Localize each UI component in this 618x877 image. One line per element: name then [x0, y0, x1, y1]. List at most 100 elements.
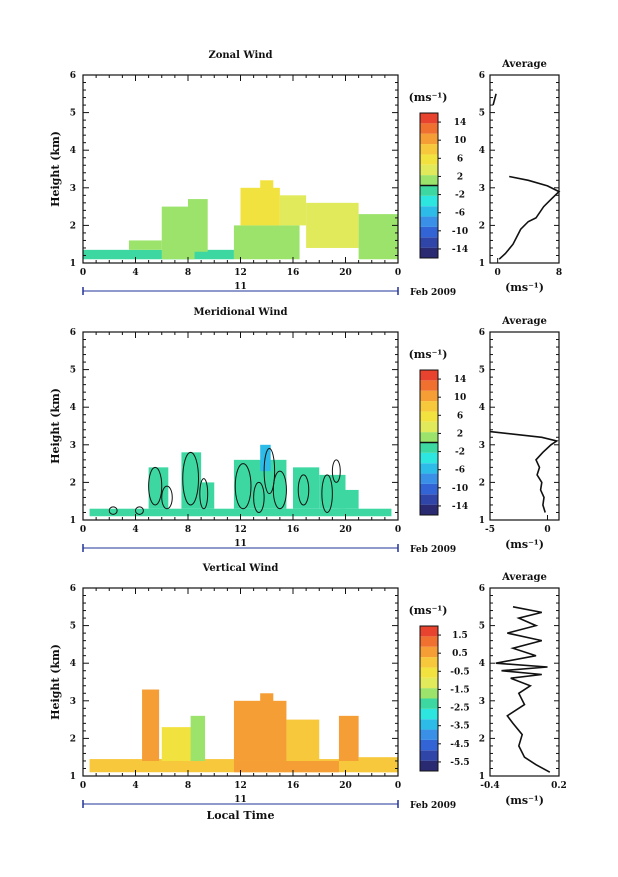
- profile-x-label: (ms⁻¹): [505, 281, 544, 294]
- panel-title: Meridional Wind: [193, 307, 287, 318]
- colorbar-swatch: [420, 421, 438, 433]
- x-tick-label: 16: [287, 781, 300, 791]
- y-tick-label: 4: [70, 146, 76, 156]
- date-month-year-label: Feb 2009: [410, 801, 456, 811]
- heatmap-cell: [190, 715, 206, 761]
- colorbar-swatch: [420, 185, 438, 196]
- colorbar-swatch: [420, 677, 438, 689]
- colorbar-swatch: [420, 760, 438, 771]
- colorbar-swatch: [420, 688, 438, 699]
- colorbar-swatch: [420, 123, 438, 134]
- colorbar-tick-label: 10: [454, 393, 467, 403]
- colorbar-swatch: [420, 401, 438, 412]
- heatmap-cell: [142, 689, 160, 761]
- profile-frame: [489, 74, 560, 264]
- heatmap-cell: [181, 452, 202, 509]
- colorbar-swatch: [420, 133, 438, 145]
- colorbar-tick-label: -4.5: [450, 740, 469, 750]
- x-axis-label: Local Time: [207, 809, 275, 822]
- colorbar-swatch: [420, 483, 438, 495]
- colorbar-swatch: [420, 729, 438, 740]
- heatmap-cell: [233, 225, 300, 260]
- average-profile: Average 1 2 3 4 5 6 -0.4 0.2 (ms⁻¹): [479, 572, 567, 807]
- y-tick-label: 6: [70, 328, 76, 338]
- y-tick-label: 4: [70, 403, 76, 413]
- y-axis-label: Height (km): [49, 644, 62, 720]
- profile-title: Average: [501, 572, 547, 583]
- profile-y-tick-label: 5: [479, 622, 485, 632]
- colorbar-frame: [419, 625, 439, 772]
- profile-y-tick-label: 4: [479, 659, 485, 669]
- colorbar-tick-label: 6: [457, 154, 463, 164]
- colorbar-tick-label: 2: [457, 172, 463, 182]
- profile-line: [495, 606, 551, 773]
- colorbar-swatch: [420, 432, 438, 443]
- date-month-year-label: Feb 2009: [410, 545, 456, 555]
- colorbar-swatch: [420, 380, 438, 391]
- x-tick-label: 0: [80, 268, 86, 278]
- colorbar: 1.5 0.5 -0.5 -1.5 -2.5 -3.5 -4.5 -5.5 (ms⁻¹): [409, 604, 470, 772]
- colorbar-tick-label: 2: [457, 429, 463, 439]
- heatmap-cell: [306, 202, 359, 248]
- profile-title: Average: [501, 316, 547, 327]
- contour-line: [199, 478, 209, 510]
- heatmap-cell: [128, 240, 162, 250]
- colorbar-unit-label: (ms⁻¹): [409, 348, 448, 361]
- colorbar-swatch: [420, 370, 438, 381]
- colorbar-swatch: [420, 463, 438, 474]
- heatmap-cell: [89, 508, 392, 517]
- colorbar-swatch: [420, 504, 438, 515]
- date-day-label: 11: [234, 539, 247, 549]
- heatmap-cell: [293, 467, 320, 509]
- colorbar-swatch: [420, 175, 438, 186]
- y-tick-label: 1: [70, 516, 76, 526]
- y-tick-label: 6: [70, 584, 76, 594]
- profile-y-tick-label: 1: [479, 772, 485, 782]
- date-day-label: 11: [234, 282, 247, 292]
- heatmap-cell: [358, 757, 398, 773]
- colorbar-tick-label: 1.5: [452, 631, 468, 641]
- colorbar-tick-label: -2: [455, 191, 465, 201]
- profile-y-tick-label: 6: [479, 328, 485, 338]
- colorbar-swatch: [420, 216, 438, 227]
- x-tick-label: 20: [339, 525, 352, 535]
- contour-line: [263, 448, 276, 495]
- x-tick-label: 0: [395, 268, 401, 278]
- colorbar-tick-label: -2: [455, 448, 465, 458]
- colorbar-tick-label: 14: [454, 375, 467, 385]
- x-tick-label: 0: [80, 781, 86, 791]
- heatmap-cell: [260, 180, 274, 200]
- colorbar-swatch: [420, 698, 438, 709]
- profile-frame: [489, 331, 560, 521]
- heatmap-cell: [148, 467, 169, 509]
- colorbar-tick-label: -10: [452, 484, 468, 494]
- colorbar-swatch: [420, 247, 438, 258]
- heatmap-cell: [233, 760, 339, 773]
- colorbar-tick-label: 14: [454, 118, 467, 128]
- contour-line: [272, 470, 287, 510]
- profile-y-tick-label: 5: [479, 109, 485, 119]
- x-tick-label: 4: [132, 268, 138, 278]
- profile-y-tick-label: 3: [479, 697, 485, 707]
- heatmap-cell: [161, 727, 195, 761]
- heatmap-cell: [286, 719, 320, 761]
- contour-line: [234, 463, 252, 510]
- colorbar-swatch: [420, 739, 438, 751]
- colorbar-swatch: [420, 646, 438, 658]
- profile-x-tick-label: -0.4: [480, 781, 499, 791]
- y-tick-label: 5: [70, 366, 76, 376]
- profile-x-tick-label: 0: [544, 525, 550, 535]
- profile-y-tick-label: 5: [479, 366, 485, 376]
- y-tick-label: 1: [70, 772, 76, 782]
- colorbar-swatch: [420, 452, 438, 464]
- y-tick-label: 3: [70, 441, 76, 451]
- colorbar-unit-label: (ms⁻¹): [409, 604, 448, 617]
- y-tick-label: 5: [70, 622, 76, 632]
- y-tick-label: 5: [70, 109, 76, 119]
- y-tick-label: 3: [70, 697, 76, 707]
- profile-x-label: (ms⁻¹): [505, 538, 544, 551]
